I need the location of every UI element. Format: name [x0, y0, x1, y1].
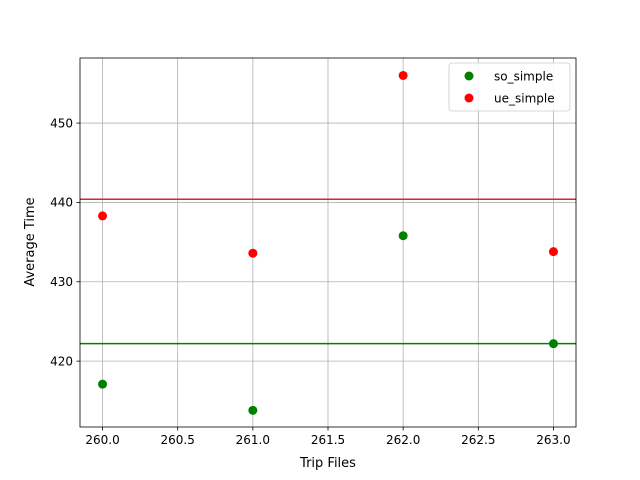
legend-label: ue_simple	[494, 92, 555, 106]
legend-box	[448, 62, 571, 112]
y-axis-label: Average Time	[23, 197, 38, 286]
so_simple-point	[98, 379, 108, 389]
legend-label: so_simple	[494, 70, 553, 84]
y-tick-label: 450	[50, 116, 73, 130]
x-tick-label: 263.0	[536, 433, 570, 447]
x-tick-label: 261.5	[311, 433, 345, 447]
so_simple-point	[548, 339, 558, 349]
legend-marker-so_simple	[464, 71, 474, 81]
y-tick-label: 440	[50, 196, 73, 210]
ue_simple-point	[398, 70, 408, 80]
y-tick-label: 430	[50, 275, 73, 289]
x-tick-label: 262.0	[386, 433, 420, 447]
x-tick-label: 260.0	[85, 433, 119, 447]
mean-lines	[80, 198, 576, 345]
x-tick-label: 262.5	[461, 433, 495, 447]
so_simple-point	[248, 405, 258, 415]
y-axis-ticks: 420 430 440 450	[50, 116, 80, 368]
so_simple-point	[398, 231, 408, 241]
ue_simple-point	[248, 248, 258, 258]
legend: so_simple ue_simple	[448, 62, 571, 112]
grid-lines	[80, 58, 576, 427]
x-axis-ticks: 260.0 260.5 261.0 261.5 262.0 262.5 263.0	[85, 427, 571, 447]
x-tick-label: 261.0	[236, 433, 270, 447]
y-tick-label: 420	[50, 354, 73, 368]
ue_simple-point	[98, 211, 108, 221]
data-points	[98, 70, 558, 415]
ue_simple-point	[548, 247, 558, 257]
legend-marker-ue_simple	[464, 93, 474, 103]
x-axis-label: Trip Files	[299, 456, 356, 471]
x-tick-label: 260.5	[161, 433, 195, 447]
